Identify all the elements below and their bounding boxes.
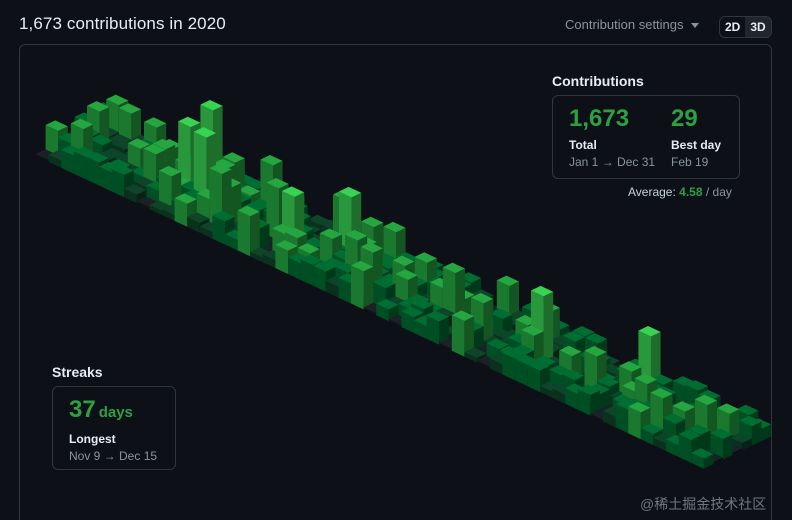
average-per-day: Average: 4.58 / day bbox=[628, 185, 732, 199]
total-stat: 1,673 Total Jan 1 → Dec 31 bbox=[569, 105, 656, 170]
best-day-date: Feb 19 bbox=[671, 155, 709, 169]
total-label: Total bbox=[569, 138, 597, 152]
contributions-stats-box: 1,673 Total Jan 1 → Dec 31 29 Best day F… bbox=[552, 95, 740, 179]
longest-streak-unit: days bbox=[98, 404, 133, 421]
watermark: @稀土掘金技术社区 bbox=[640, 496, 767, 512]
average-suffix: / day bbox=[705, 185, 732, 199]
best-day-stat: 29 Best day Feb 19 bbox=[671, 105, 722, 170]
caret-down-icon bbox=[690, 22, 699, 28]
best-day-value: 29 bbox=[671, 105, 698, 132]
contribution-day-bar bbox=[691, 448, 714, 469]
longest-streak-label: Longest bbox=[69, 432, 116, 446]
view-3d-button[interactable]: 3D bbox=[745, 17, 771, 37]
longest-streak-number: 37 bbox=[69, 396, 96, 423]
view-toggle: 2D 3D bbox=[719, 16, 772, 38]
best-day-label: Best day bbox=[671, 138, 722, 152]
contribution-day-bar bbox=[124, 184, 147, 204]
total-value: 1,673 bbox=[569, 105, 630, 132]
average-value: 4.58 bbox=[679, 185, 703, 199]
longest-streak-stat: 37 days Longest Nov 9 → Dec 15 bbox=[69, 397, 158, 464]
view-2d-button[interactable]: 2D bbox=[725, 20, 741, 34]
contribution-settings-label: Contribution settings bbox=[565, 17, 684, 32]
contribution-bars bbox=[36, 94, 771, 469]
longest-streak-range: Nov 9 → Dec 15 bbox=[69, 449, 158, 463]
contribution-day-bar bbox=[351, 260, 374, 310]
average-prefix: Average: bbox=[628, 185, 676, 199]
longest-streak-value: 37 days bbox=[69, 397, 157, 426]
streaks-stats-box: 37 days Longest Nov 9 → Dec 15 bbox=[52, 386, 176, 470]
contribution-day-bar bbox=[237, 205, 260, 257]
contribution-day-bar bbox=[710, 428, 733, 460]
page-title: 1,673 contributions in 2020 bbox=[19, 14, 226, 33]
contribution-settings-button[interactable]: Contribution settings bbox=[565, 17, 699, 32]
contribution-day-bar bbox=[577, 384, 600, 416]
contributions-heading: Contributions bbox=[552, 73, 644, 89]
contribution-day-bar bbox=[451, 310, 474, 357]
streaks-heading: Streaks bbox=[52, 364, 103, 380]
total-range: Jan 1 → Dec 31 bbox=[569, 155, 656, 169]
contribution-day-bar bbox=[426, 310, 449, 345]
